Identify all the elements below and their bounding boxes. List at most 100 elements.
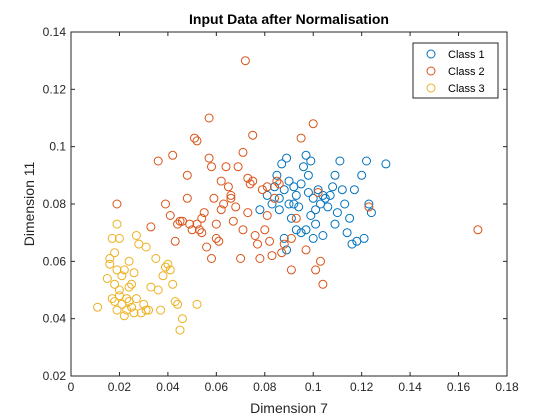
x-tick-label: 0.04 <box>156 380 180 394</box>
data-point-class-2 <box>243 208 253 218</box>
data-point-class-2 <box>161 199 170 209</box>
data-point-class-3 <box>131 231 141 240</box>
data-point-class-2 <box>170 236 180 246</box>
data-point-class-3 <box>127 302 137 312</box>
data-point-class-3 <box>124 282 134 292</box>
data-point-class-1 <box>340 199 350 209</box>
data-point-class-3 <box>163 259 173 269</box>
data-point-class-2 <box>279 239 289 249</box>
chart-title: Input Data after Normalisation <box>189 11 389 27</box>
data-point-class-2 <box>291 213 301 223</box>
data-point-class-3 <box>141 242 151 252</box>
data-point-class-2 <box>286 265 296 275</box>
data-point-class-1 <box>274 193 284 203</box>
data-point-class-1 <box>359 233 369 243</box>
data-point-class-2 <box>253 239 262 249</box>
data-point-class-1 <box>311 205 321 215</box>
data-point-class-2 <box>187 225 197 235</box>
data-point-class-1 <box>282 153 292 163</box>
data-point-class-2 <box>211 233 221 243</box>
data-point-class-1 <box>337 185 347 195</box>
data-point-class-2 <box>267 251 277 261</box>
data-point-class-2 <box>236 254 246 263</box>
y-tick-label: 0.1 <box>49 140 66 154</box>
data-point-class-2 <box>192 136 202 146</box>
data-point-class-2 <box>165 211 175 220</box>
data-point-class-3 <box>114 285 124 295</box>
data-point-class-2 <box>308 119 318 129</box>
data-point-class-2 <box>211 219 221 229</box>
legend-label-class-3: Class 3 <box>448 83 485 95</box>
y-tick-label: 0.04 <box>43 312 67 326</box>
data-point-class-1 <box>349 185 359 195</box>
data-point-class-2 <box>233 162 243 172</box>
data-point-class-1 <box>274 205 284 215</box>
data-point-class-2 <box>153 156 163 166</box>
data-point-class-1 <box>303 170 313 180</box>
data-point-class-2 <box>146 222 156 232</box>
data-point-class-2 <box>274 179 284 189</box>
data-point-class-2 <box>248 130 258 140</box>
data-point-class-3 <box>165 265 175 275</box>
data-point-class-1 <box>306 156 316 166</box>
data-point-class-3 <box>114 291 124 301</box>
data-point-class-2 <box>240 56 250 66</box>
data-point-class-3 <box>170 297 180 306</box>
data-point-class-1 <box>291 225 301 235</box>
data-point-class-2 <box>277 248 287 258</box>
data-point-class-1 <box>289 199 299 209</box>
data-point-class-2 <box>364 202 374 212</box>
data-point-class-2 <box>204 153 214 163</box>
data-point-class-2 <box>231 202 241 212</box>
data-point-class-3 <box>139 299 149 309</box>
data-point-class-1 <box>306 211 316 220</box>
data-point-class-2 <box>175 216 185 226</box>
data-point-class-2 <box>216 205 226 215</box>
data-point-class-3 <box>153 285 163 295</box>
data-point-class-3 <box>119 311 129 321</box>
data-point-class-1 <box>345 213 355 223</box>
data-point-class-2 <box>226 193 236 203</box>
data-point-class-3 <box>131 294 141 304</box>
data-point-class-2 <box>182 170 192 180</box>
data-point-class-1 <box>347 239 357 249</box>
data-point-class-1 <box>279 185 289 195</box>
data-point-class-3 <box>129 268 139 278</box>
data-point-class-2 <box>238 225 248 235</box>
data-point-class-1 <box>342 228 352 238</box>
data-point-class-2 <box>255 254 265 263</box>
data-point-class-2 <box>272 176 282 186</box>
data-point-class-3 <box>156 305 166 315</box>
data-point-class-2 <box>168 150 178 160</box>
data-point-class-1 <box>291 190 301 200</box>
y-tick-label: 0.12 <box>43 82 67 96</box>
data-point-class-3 <box>112 305 122 315</box>
points-layer <box>93 56 483 335</box>
data-point-class-1 <box>328 182 338 192</box>
data-point-class-2 <box>182 193 192 203</box>
data-point-class-3 <box>114 233 124 243</box>
x-tick-label: 0.06 <box>205 380 229 394</box>
data-point-class-2 <box>473 225 483 235</box>
data-point-class-1 <box>381 159 391 169</box>
data-point-class-2 <box>250 231 260 240</box>
data-point-class-2 <box>318 279 328 289</box>
data-point-class-3 <box>141 305 151 315</box>
data-point-class-3 <box>112 219 122 229</box>
y-tick-label: 0.08 <box>43 197 67 211</box>
x-tick-label: 0.16 <box>447 380 471 394</box>
data-point-class-2 <box>286 233 296 243</box>
data-point-class-2 <box>238 147 248 157</box>
data-point-class-3 <box>177 314 187 324</box>
data-point-class-2 <box>226 190 236 200</box>
data-point-class-1 <box>299 162 308 172</box>
data-point-class-2 <box>197 228 207 238</box>
data-point-class-3 <box>175 325 185 335</box>
data-point-class-2 <box>262 182 272 192</box>
data-point-class-1 <box>282 245 292 255</box>
data-point-class-1 <box>311 219 321 229</box>
data-point-class-1 <box>357 170 367 180</box>
data-point-class-1 <box>301 150 311 160</box>
data-point-class-3 <box>124 256 134 266</box>
y-tick-label: 0.02 <box>43 369 67 383</box>
